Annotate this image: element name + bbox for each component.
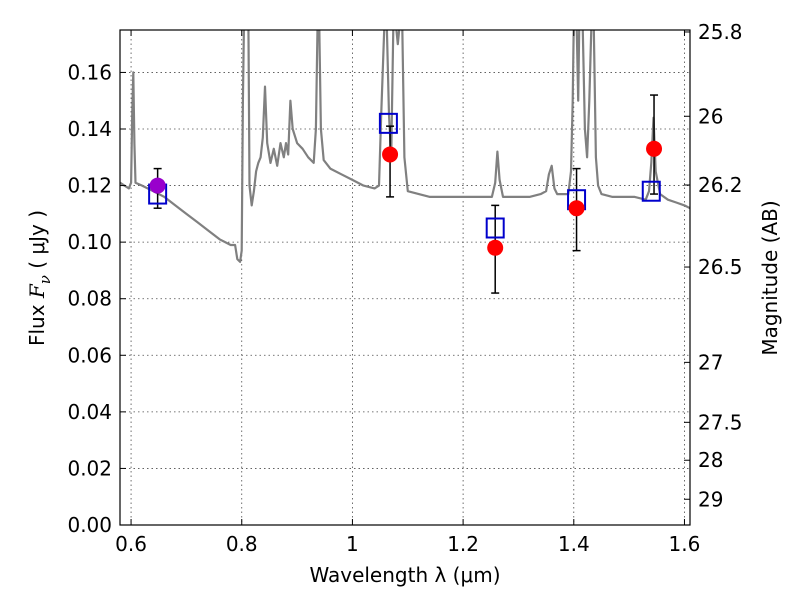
observed-data-point bbox=[568, 200, 585, 217]
right-axis-label: Magnitude (AB) bbox=[758, 200, 782, 355]
x-tick-label: 1.2 bbox=[447, 532, 479, 556]
y2-tick-label: 29 bbox=[698, 487, 723, 511]
plot-frame bbox=[119, 29, 691, 526]
x-axis-label: Wavelength λ (μm) bbox=[309, 563, 500, 587]
y-axis-label: Flux Fν ( μJy ) bbox=[25, 210, 54, 346]
y-tick-label: 0.16 bbox=[67, 60, 112, 84]
y2-tick-label: 27 bbox=[698, 350, 723, 374]
x-tick-label: 0.6 bbox=[115, 532, 147, 556]
y-tick-label: 0.06 bbox=[67, 343, 112, 367]
y-axis-label-prefix: Flux bbox=[25, 298, 49, 346]
observed-data-point bbox=[646, 140, 663, 157]
observed-data-point bbox=[487, 239, 504, 256]
y-tick-label: 0.04 bbox=[67, 400, 112, 424]
x-tick-label: 1.4 bbox=[558, 532, 590, 556]
observed-data-point bbox=[382, 146, 399, 163]
spectrum-layer bbox=[120, 30, 690, 263]
x-tick-label: 1.6 bbox=[669, 532, 701, 556]
y2-tick-label: 26 bbox=[698, 104, 723, 128]
x-tick-label: 1 bbox=[346, 532, 359, 556]
model-square-point bbox=[378, 112, 398, 134]
y-tick-label: 0.10 bbox=[67, 230, 112, 254]
y2-tick-label: 27.5 bbox=[698, 410, 743, 434]
highlight-data-point bbox=[149, 177, 166, 194]
y-tick-label: 0.12 bbox=[67, 174, 112, 198]
grid-lines bbox=[120, 30, 690, 526]
model-square-point bbox=[485, 217, 505, 239]
x-tick-label: 0.8 bbox=[226, 532, 258, 556]
y-axis-label-symbol: F bbox=[25, 283, 49, 299]
y-tick-label: 0.14 bbox=[67, 117, 112, 141]
tick-layer: 0.6 0.8 1 1.2 1.4 1.6 0.00 0.02 0.04 0.06 0.08 0.10… bbox=[67, 20, 742, 556]
y2-tick-label: 25.8 bbox=[698, 20, 743, 44]
y-tick-label: 0.08 bbox=[67, 287, 112, 311]
y2-tick-label: 28 bbox=[698, 448, 723, 472]
model-square-point bbox=[641, 180, 661, 202]
marker-layer bbox=[148, 94, 663, 294]
y2-tick-label: 26.2 bbox=[698, 173, 743, 197]
y-tick-label: 0.02 bbox=[67, 456, 112, 480]
spectrum-line bbox=[120, 30, 690, 263]
y2-tick-label: 26.5 bbox=[698, 255, 743, 279]
y-axis-label-subscript: ν bbox=[36, 275, 54, 284]
y-axis-label-unit: ( μJy ) bbox=[25, 210, 49, 275]
y-tick-label: 0.00 bbox=[67, 513, 112, 537]
